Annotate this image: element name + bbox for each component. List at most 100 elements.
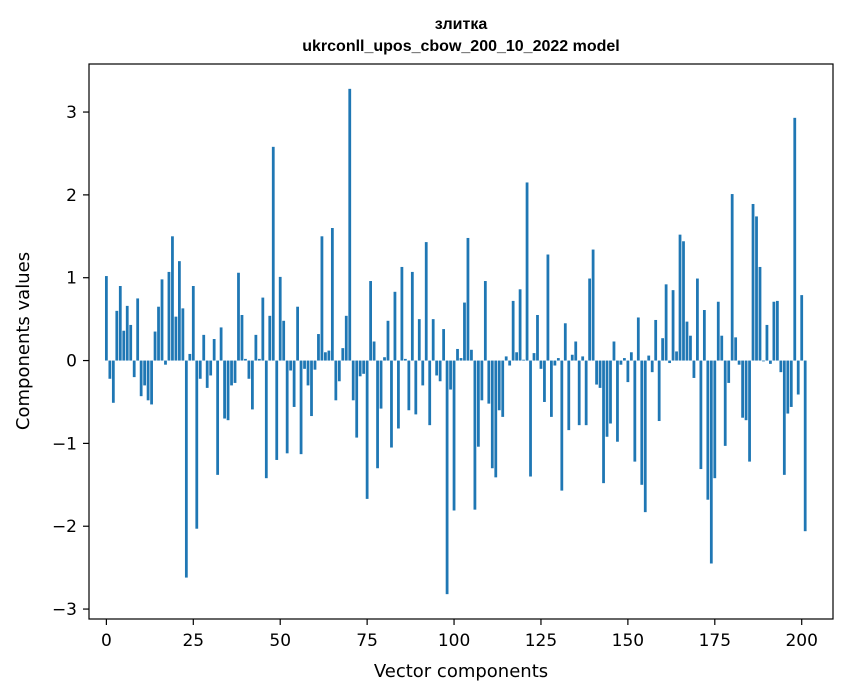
bar	[796, 360, 800, 395]
bar	[470, 349, 473, 361]
bar	[271, 146, 275, 361]
x-tick-label: 150	[612, 631, 644, 651]
bar	[550, 360, 553, 417]
bar	[296, 306, 299, 361]
bar	[428, 360, 432, 426]
x-axis-label: Vector components	[374, 661, 548, 682]
bar	[543, 360, 546, 402]
bar	[682, 241, 685, 361]
bar	[424, 242, 428, 361]
bar	[344, 315, 348, 361]
bar	[320, 236, 324, 361]
bar	[539, 360, 543, 369]
bar	[657, 360, 661, 422]
bar	[716, 301, 720, 361]
bar	[191, 286, 195, 361]
y-tick-label: −3	[52, 600, 77, 620]
bar	[727, 360, 731, 383]
bar	[546, 254, 550, 361]
bar	[671, 290, 675, 361]
bar	[675, 351, 678, 361]
chart-subtitle: ukrconll_upos_cbow_200_10_2022 model	[302, 38, 619, 55]
bar	[431, 319, 435, 361]
bar	[529, 360, 532, 477]
bar	[629, 352, 633, 361]
bar	[157, 306, 160, 361]
bar	[577, 360, 581, 426]
bar	[650, 360, 654, 373]
bar	[306, 360, 310, 386]
bar	[449, 360, 452, 390]
bar	[282, 320, 286, 361]
bar	[393, 291, 397, 361]
bar	[702, 310, 706, 361]
bar	[129, 324, 133, 361]
bar	[570, 354, 574, 361]
bar	[362, 360, 366, 374]
bar	[383, 357, 386, 361]
bar	[438, 360, 442, 382]
bar	[233, 360, 237, 383]
bar	[563, 323, 567, 361]
bar	[334, 360, 338, 401]
bar	[209, 360, 213, 376]
bar	[257, 358, 261, 361]
bar	[699, 360, 703, 470]
bar	[661, 338, 665, 361]
bar	[369, 281, 372, 361]
x-axis-ticks: 0 25 50 75 100 125 150 175 200	[101, 619, 818, 651]
bar	[678, 234, 682, 361]
bar	[178, 261, 181, 361]
bar	[560, 360, 564, 491]
bar	[532, 353, 536, 361]
bar	[723, 360, 727, 446]
bar	[772, 301, 776, 361]
bar	[410, 271, 414, 361]
bar	[748, 360, 751, 462]
y-tick-label: 3	[66, 103, 77, 123]
bar	[647, 355, 651, 361]
bar	[299, 360, 303, 455]
bar	[473, 360, 477, 510]
bar	[713, 360, 717, 479]
bar	[303, 360, 306, 369]
bar	[793, 117, 797, 361]
bar	[616, 360, 619, 442]
bar	[633, 360, 637, 462]
bar	[174, 316, 178, 361]
plot-frame	[88, 63, 834, 620]
bar	[365, 360, 369, 499]
bar	[181, 308, 185, 361]
bar	[769, 360, 772, 364]
y-tick-label: 0	[66, 352, 77, 372]
bar	[240, 314, 244, 361]
bar	[421, 360, 425, 386]
bar	[626, 360, 630, 383]
x-tick-label: 75	[356, 631, 378, 651]
bar	[612, 341, 616, 361]
bar	[254, 334, 258, 361]
x-tick-label: 0	[101, 631, 112, 651]
bar	[685, 321, 689, 361]
bar	[602, 360, 605, 484]
bar	[445, 360, 449, 595]
bar	[372, 341, 376, 361]
bar	[435, 360, 439, 376]
bar	[755, 216, 758, 361]
bar	[480, 360, 484, 401]
bar	[292, 360, 296, 407]
bar	[536, 314, 539, 361]
bar	[125, 305, 129, 361]
bar	[758, 266, 762, 361]
bar	[153, 331, 157, 361]
bar	[504, 356, 508, 361]
bar	[289, 360, 293, 371]
bar	[442, 329, 446, 361]
bar	[515, 352, 519, 361]
x-tick-label: 125	[525, 631, 557, 651]
bar	[407, 360, 411, 411]
bar	[734, 337, 738, 361]
bar	[341, 348, 345, 361]
bar	[386, 320, 390, 361]
